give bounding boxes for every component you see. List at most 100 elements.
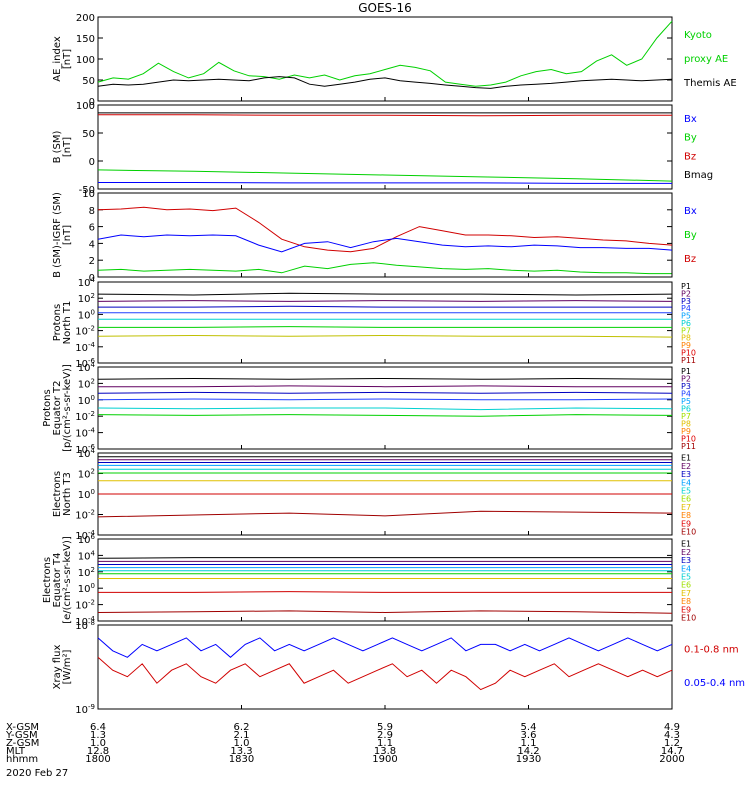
legend-entry: P7	[681, 326, 691, 335]
legend-entry: P5	[681, 397, 691, 406]
y-tick-label: 100	[78, 394, 95, 407]
panel-frame	[97, 16, 673, 102]
y-tick-label-exp: -4	[88, 427, 96, 435]
legend-entry: E3	[681, 556, 691, 565]
y-tick-label: 200	[76, 13, 95, 24]
y-tick-label-exp: -2	[88, 410, 95, 418]
y-tick-label: 10-2	[75, 509, 95, 522]
legend-entry: E9	[681, 519, 691, 528]
x-axis-tick-value: 1800	[85, 754, 110, 765]
y-axis-label: Protons	[52, 304, 63, 341]
panel-2: 100 50 0 -50 B (SM) [nT] Bx By Bz Bmag	[52, 101, 713, 196]
x-axis-tick-value: 4.9	[664, 722, 680, 733]
legend-entry: E4	[681, 478, 691, 487]
legend-entry: E9	[681, 605, 691, 614]
y-tick-label-exp: 2	[91, 566, 95, 574]
x-axis-tick-value: 2000	[659, 754, 684, 765]
legend-entry: E8	[681, 511, 691, 520]
y-axis-label: Electrons	[52, 471, 63, 517]
series-line-by	[97, 262, 672, 275]
x-axis-tick-value: 5.4	[521, 722, 537, 733]
y-axis-label: North T1	[62, 301, 73, 345]
x-axis-tick-value: 1930	[516, 754, 541, 765]
y-tick-label-exp: 2	[91, 292, 95, 300]
x-axis-tick-value: 5.9	[377, 722, 393, 733]
y-tick-label: 8	[89, 206, 95, 217]
panel-3: 10 8 6 4 2 0 B (SM)-IGRF (SM) [nT] Bx By Bz	[52, 189, 697, 284]
y-axis-label: Equator T2	[52, 381, 63, 436]
series-line-e8	[98, 591, 672, 593]
y-tick-label-exp: -4	[88, 615, 96, 623]
legend-entry: Bmag	[684, 170, 713, 181]
y-tick-label: 150	[76, 34, 95, 45]
y-tick-label-exp: -6	[88, 443, 96, 451]
panel-frame	[97, 104, 673, 190]
x-axis-tick-value: 4.3	[664, 730, 680, 741]
y-tick-label-exp: 2	[91, 377, 95, 385]
y-tick-label: 10	[82, 189, 95, 200]
series-line-0-1-0-8-nm	[97, 656, 673, 691]
series-line-p1	[97, 377, 673, 380]
y-axis-label: North T3	[62, 472, 73, 516]
y-tick-label-exp: -4	[88, 341, 96, 349]
y-tick-label: 10-4	[75, 427, 95, 440]
y-tick-label: 102	[78, 377, 95, 390]
x-axis-tick-value: 2.1	[234, 730, 250, 741]
legend-entry: P4	[681, 390, 691, 399]
plot-title: GOES-16	[358, 1, 412, 15]
legend-entry: P8	[681, 334, 691, 343]
series-line-p3	[98, 305, 672, 308]
series-line-by	[97, 169, 673, 182]
y-tick-label: 100	[76, 55, 95, 66]
legend-entry: P2	[681, 375, 691, 384]
legend-entry: E6	[681, 581, 691, 590]
y-tick-label-exp: 2	[91, 468, 95, 476]
series-line-0-05-0-4-nm	[97, 637, 673, 658]
series-line-p4	[97, 398, 673, 401]
y-tick-label: 102	[78, 566, 95, 579]
y-axis-label: AE_index	[52, 36, 63, 82]
legend-entry: P1	[681, 282, 691, 291]
y-tick-label: 10-2	[75, 325, 95, 338]
x-axis-tick-value: 2.9	[377, 730, 393, 741]
legend-entry: Themis AE	[683, 78, 737, 89]
x-axis-row-label: MLT	[6, 746, 26, 757]
y-tick-label-exp: -2	[88, 599, 95, 607]
panel-1: 200 150 100 50 0 AE_index [nT] Kyoto proxy AE The…	[52, 13, 737, 108]
y-tick-label-exp: -9	[88, 703, 95, 711]
series-line-e9	[97, 610, 673, 614]
panel-8: 10-8 10-9 Xray flux [W/m²] 0.1-0.8 nm 0.05-0.…	[52, 619, 745, 716]
legend-entry: E2	[681, 462, 691, 471]
legend-entry: Kyoto	[684, 30, 712, 41]
y-tick-label-exp: 0	[91, 488, 95, 496]
legend-entry: Bx	[684, 206, 697, 217]
legend-entry: P5	[681, 312, 691, 321]
series-line-p7	[98, 326, 672, 328]
legend-entry: E3	[681, 470, 691, 479]
x-axis-date: 2020 Feb 27	[6, 768, 68, 779]
x-axis-tick-value: 1.2	[664, 738, 680, 749]
y-axis-label: [nT]	[62, 225, 73, 245]
legend-entry: 0.05-0.4 nm	[684, 678, 745, 689]
legend-entry: P2	[681, 290, 691, 299]
x-axis-tick-value: 6.2	[234, 722, 250, 733]
y-axis-label: B (SM)	[52, 130, 63, 163]
x-axis-tick-value: 3.6	[521, 730, 537, 741]
y-axis-label: [nT]	[62, 137, 73, 157]
legend-entry: E5	[681, 487, 691, 496]
y-tick-label-exp: -6	[88, 357, 96, 365]
series-line-bz	[97, 206, 673, 253]
y-tick-label: 10-2	[75, 599, 95, 612]
y-tick-label-exp: -4	[88, 529, 96, 537]
y-tick-label: 100	[78, 488, 95, 501]
y-tick-label: 100	[78, 308, 95, 321]
legend-entry: P9	[681, 341, 691, 350]
y-tick-label: 100	[76, 101, 95, 112]
series-line-p1	[97, 292, 673, 296]
y-axis-label: Protons	[42, 389, 53, 426]
x-axis-row-label: hhmm	[6, 754, 38, 765]
